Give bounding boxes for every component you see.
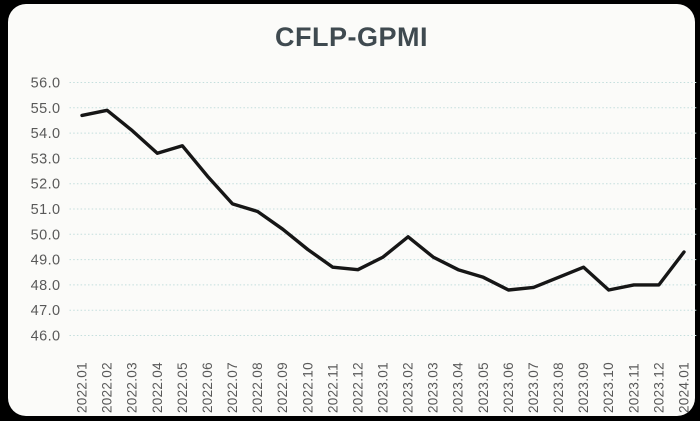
x-tick-label: 2023.11 [626, 363, 641, 413]
data-line-series [80, 108, 686, 292]
x-tick-label: 2022.06 [200, 362, 215, 413]
x-tick-label: 2022.01 [75, 362, 90, 413]
line-chart: 46.0 47.0 48.0 49.0 50.0 51.0 52.0 53.0 54.0 55.0… [31, 76, 697, 413]
x-tick-label: 2023.09 [576, 362, 591, 413]
x-tick-label: 2022.12 [350, 362, 365, 413]
x-tick-label: 2023.10 [601, 362, 616, 413]
y-tick-label: 52.0 [31, 177, 61, 193]
x-tick-label: 2023.08 [551, 362, 566, 413]
x-tick-label: 2022.09 [275, 362, 290, 413]
chart-title: CFLP-GPMI [275, 22, 428, 52]
x-tick-label: 2022.03 [125, 362, 140, 413]
x-tick-label: 2023.12 [651, 362, 666, 413]
y-tick-label: 55.0 [31, 101, 61, 117]
y-tick-label: 56.0 [31, 76, 61, 92]
x-tick-label: 2023.03 [426, 362, 441, 413]
x-tick-label: 2022.02 [100, 362, 115, 413]
x-tick-label: 2022.08 [250, 362, 265, 413]
x-tick-label: 2022.04 [150, 362, 165, 413]
x-tick-label: 2023.04 [451, 362, 466, 413]
y-tick-label: 53.0 [31, 151, 61, 167]
chart-card: CFLP-GPMI 46.0 47.0 48.0 49.0 50.0 51.0 52.0 53… [8, 4, 697, 416]
y-tick-label: 48.0 [31, 278, 61, 294]
y-tick-label: 51.0 [31, 202, 61, 218]
x-tick-label: 2023.06 [501, 362, 516, 413]
x-tick-label: 2024.01 [676, 362, 691, 413]
x-tick-label: 2023.07 [526, 362, 541, 413]
x-tick-label: 2022.11 [325, 363, 340, 413]
x-tick-label: 2023.01 [376, 362, 391, 413]
y-tick-label: 47.0 [31, 303, 61, 319]
x-tick-label: 2023.02 [401, 362, 416, 413]
y-tick-label: 46.0 [31, 329, 61, 345]
y-tick-label: 50.0 [31, 227, 61, 243]
x-tick-label: 2022.07 [225, 362, 240, 413]
x-tick-label: 2022.05 [175, 362, 190, 413]
x-tick-label: 2023.05 [476, 362, 491, 413]
y-tick-label: 54.0 [31, 126, 61, 142]
x-tick-label: 2022.10 [300, 362, 315, 413]
y-tick-label: 49.0 [31, 253, 61, 269]
